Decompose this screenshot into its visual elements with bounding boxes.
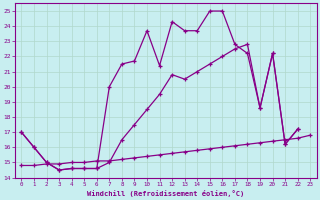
- X-axis label: Windchill (Refroidissement éolien,°C): Windchill (Refroidissement éolien,°C): [87, 190, 244, 197]
